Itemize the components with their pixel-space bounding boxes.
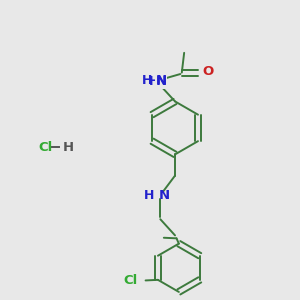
Text: N: N — [156, 74, 167, 87]
Text: H: H — [63, 141, 74, 154]
Text: N: N — [158, 188, 170, 202]
Text: O: O — [203, 65, 214, 79]
Text: H: H — [148, 75, 159, 88]
Text: N: N — [156, 75, 167, 88]
Text: Cl: Cl — [124, 274, 138, 287]
Text: H: H — [142, 74, 152, 87]
Text: Cl: Cl — [38, 141, 52, 154]
Text: H: H — [144, 188, 154, 202]
